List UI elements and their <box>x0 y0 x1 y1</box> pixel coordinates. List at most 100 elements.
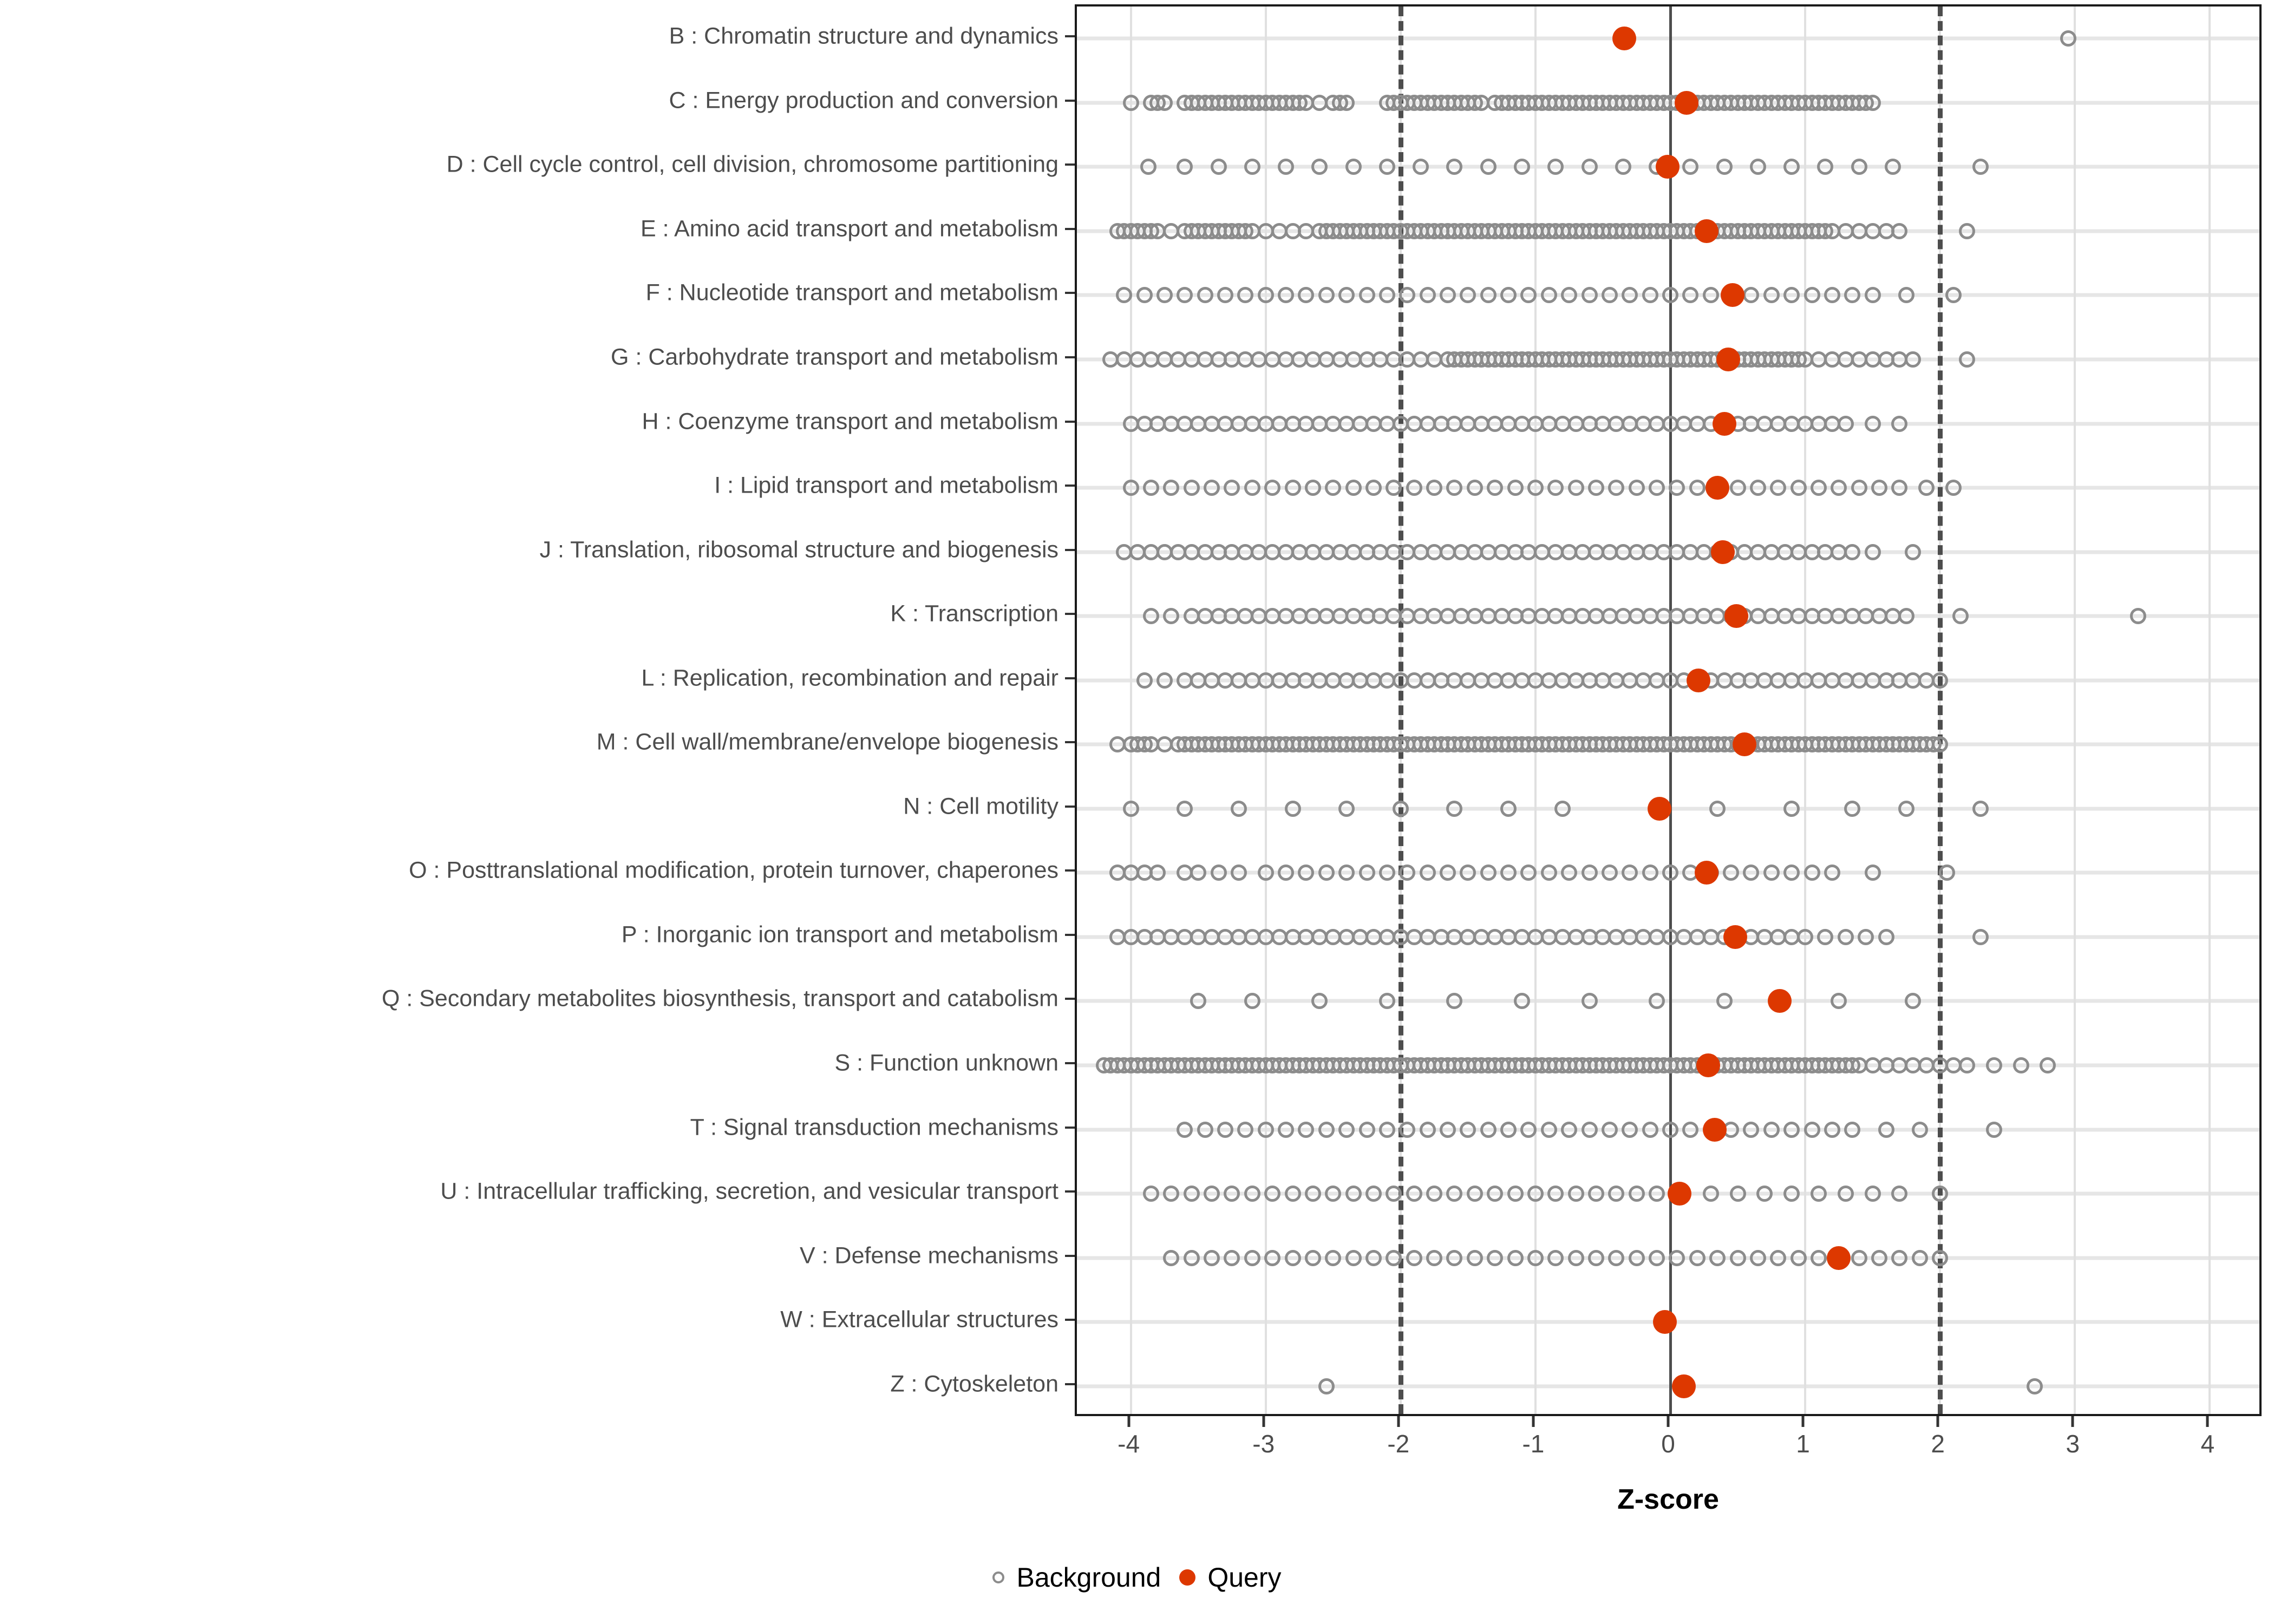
query-point[interactable] <box>1716 348 1741 371</box>
query-point[interactable] <box>1612 27 1637 51</box>
background-point <box>1803 865 1820 881</box>
x-axis-tick <box>1667 1416 1670 1427</box>
background-point <box>1898 608 1914 625</box>
background-point <box>1325 480 1342 496</box>
background-point <box>1790 1249 1807 1266</box>
background-point <box>1749 1249 1766 1266</box>
query-point[interactable] <box>1695 219 1719 243</box>
query-point[interactable] <box>1703 1117 1727 1142</box>
background-point <box>1257 287 1274 304</box>
query-point[interactable] <box>1733 732 1756 757</box>
background-point <box>1514 159 1530 175</box>
category-label: Z : Cytoskeleton <box>890 1371 1058 1397</box>
background-point <box>1918 480 1935 496</box>
background-point <box>1891 415 1908 432</box>
background-point <box>1244 480 1260 496</box>
background-point <box>1399 1121 1416 1138</box>
background-point <box>1440 1121 1456 1138</box>
query-point[interactable] <box>1711 540 1735 564</box>
query-point[interactable] <box>1648 796 1672 821</box>
y-axis-tick <box>1065 805 1075 808</box>
query-point[interactable] <box>1720 283 1744 307</box>
x-axis-tick <box>1532 1416 1535 1427</box>
background-point <box>1183 480 1200 496</box>
background-point <box>1811 1186 1827 1202</box>
background-point <box>1601 865 1618 881</box>
background-point <box>1622 287 1638 304</box>
query-point[interactable] <box>1724 604 1749 628</box>
category-label: B : Chromatin structure and dynamics <box>669 23 1058 49</box>
background-point <box>1257 1121 1274 1138</box>
background-point <box>1527 1186 1544 1202</box>
query-point[interactable] <box>1696 1053 1720 1077</box>
background-point <box>1156 287 1173 304</box>
background-point <box>1689 480 1706 496</box>
background-point <box>1831 993 1847 1010</box>
background-point <box>1561 865 1578 881</box>
background-point <box>1466 1249 1483 1266</box>
y-axis-tick <box>1065 933 1075 936</box>
x-gridline <box>2074 6 2076 1414</box>
background-point <box>1864 543 1881 560</box>
background-point <box>1985 1121 2002 1138</box>
legend-item-query[interactable]: Query <box>1179 1562 1282 1593</box>
background-point <box>1844 543 1861 560</box>
background-point <box>1143 480 1159 496</box>
background-point <box>1244 993 1260 1010</box>
background-point <box>1756 1186 1773 1202</box>
background-point <box>1440 287 1456 304</box>
row-gridline <box>1077 1256 2259 1260</box>
query-point[interactable] <box>1827 1246 1851 1270</box>
background-point <box>1844 287 1861 304</box>
background-point <box>1217 1121 1233 1138</box>
background-point <box>1851 1249 1867 1266</box>
background-point <box>1278 159 1295 175</box>
background-point <box>1190 865 1207 881</box>
background-point <box>1284 480 1301 496</box>
background-point <box>1163 480 1180 496</box>
background-point <box>1507 1249 1524 1266</box>
background-point <box>1419 1121 1436 1138</box>
background-point <box>1952 608 1969 625</box>
x-axis-tick <box>1801 1416 1805 1427</box>
background-point <box>1163 1249 1180 1266</box>
query-point[interactable] <box>1671 1374 1696 1398</box>
background-point <box>1581 287 1598 304</box>
background-point <box>1358 287 1375 304</box>
x-axis-tick <box>1262 1416 1265 1427</box>
query-point[interactable] <box>1706 476 1730 500</box>
query-point[interactable] <box>1656 155 1680 179</box>
background-point <box>1210 159 1227 175</box>
background-point <box>1446 1186 1463 1202</box>
query-point[interactable] <box>1668 1182 1692 1206</box>
category-label: H : Coenzyme transport and metabolism <box>642 408 1058 435</box>
query-point[interactable] <box>1723 925 1747 949</box>
query-point[interactable] <box>1767 989 1792 1013</box>
background-point <box>1311 159 1328 175</box>
query-point[interactable] <box>1653 1310 1677 1334</box>
background-point <box>1460 865 1476 881</box>
background-point <box>1500 800 1517 817</box>
query-point[interactable] <box>1674 90 1698 115</box>
legend-item-background[interactable]: Background <box>992 1562 1161 1593</box>
query-point[interactable] <box>1695 861 1719 885</box>
background-point <box>1143 608 1159 625</box>
background-point <box>2012 1057 2029 1073</box>
x-axis-tick-label: -1 <box>1522 1430 1545 1458</box>
background-point <box>1749 480 1766 496</box>
query-point[interactable] <box>1712 411 1736 436</box>
query-point[interactable] <box>1687 668 1711 692</box>
background-point <box>1905 543 1922 560</box>
background-point <box>1743 865 1760 881</box>
background-point <box>1682 159 1699 175</box>
background-point <box>1177 800 1193 817</box>
background-point <box>1237 287 1254 304</box>
background-point <box>1540 865 1557 881</box>
background-point <box>1460 1121 1476 1138</box>
background-point <box>1972 928 1989 945</box>
background-point <box>1878 928 1894 945</box>
background-point <box>1278 287 1295 304</box>
background-point <box>1878 1121 1894 1138</box>
x-axis-tick-label: 4 <box>2200 1430 2215 1458</box>
background-point <box>1122 94 1139 111</box>
